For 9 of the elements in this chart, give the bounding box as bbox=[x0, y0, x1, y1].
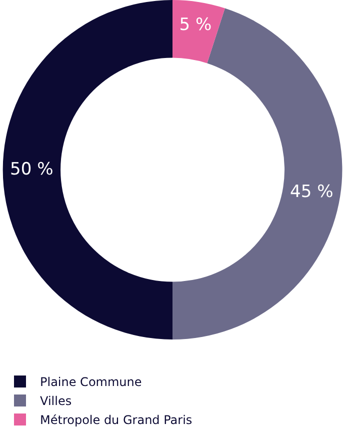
donut-slice bbox=[172, 0, 225, 64]
legend-label: Villes bbox=[40, 394, 72, 408]
data-label: 45 % bbox=[290, 182, 334, 202]
donut-slice bbox=[3, 0, 172, 340]
donut-slice bbox=[172, 8, 342, 340]
data-label: 50 % bbox=[10, 160, 54, 180]
legend-label: Plaine Commune bbox=[40, 375, 142, 390]
legend-label: Métropole du Grand Paris bbox=[40, 413, 192, 428]
data-label: 5 % bbox=[179, 14, 212, 35]
